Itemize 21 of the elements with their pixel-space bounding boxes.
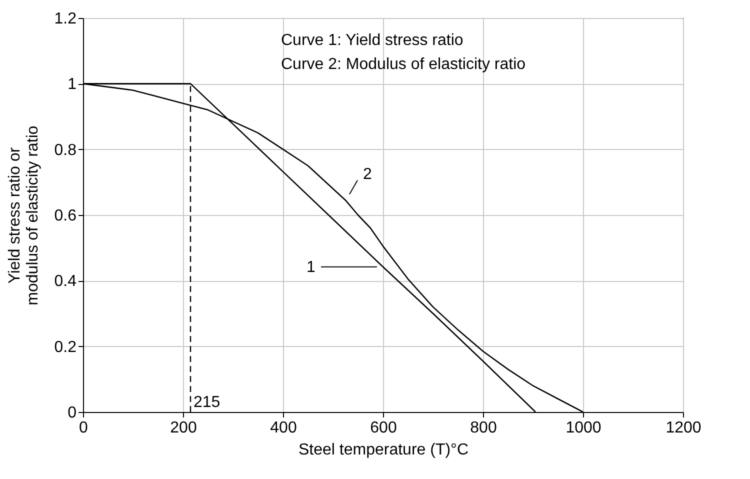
legend-label: 1 <box>306 258 316 276</box>
y-tick-label: 0.8 <box>54 142 77 159</box>
annotation: Curve 2: Modulus of elasticity ratio <box>281 56 526 73</box>
x-tick-label: 400 <box>270 420 297 436</box>
x-tick-label: 1000 <box>566 420 602 436</box>
x-axis-title: Steel temperature (T)°C <box>298 442 469 458</box>
y-tick-label: 1.2 <box>54 10 77 28</box>
y-tick-label: 0.2 <box>54 338 77 356</box>
y-tick-label: 0.4 <box>54 273 77 290</box>
x-tick-label: 200 <box>170 420 197 436</box>
series-label: 2 <box>363 166 372 184</box>
x-tick-label: 0 <box>79 420 88 436</box>
x-tick-label: 600 <box>370 420 397 436</box>
y-tick-label: 0.6 <box>54 208 77 224</box>
x-tick-label: 1200 <box>666 420 702 436</box>
x-tick-label: 800 <box>470 420 497 436</box>
y-tick-label: 1 <box>68 76 77 94</box>
ref-line-label: 215 <box>194 394 220 411</box>
y-tick-label: 0 <box>68 404 77 422</box>
annotation: Curve 1: Yield stress ratio <box>281 32 464 49</box>
y-axis-title: Yield stress ratio or modulus of elasticity ratio <box>6 126 42 306</box>
